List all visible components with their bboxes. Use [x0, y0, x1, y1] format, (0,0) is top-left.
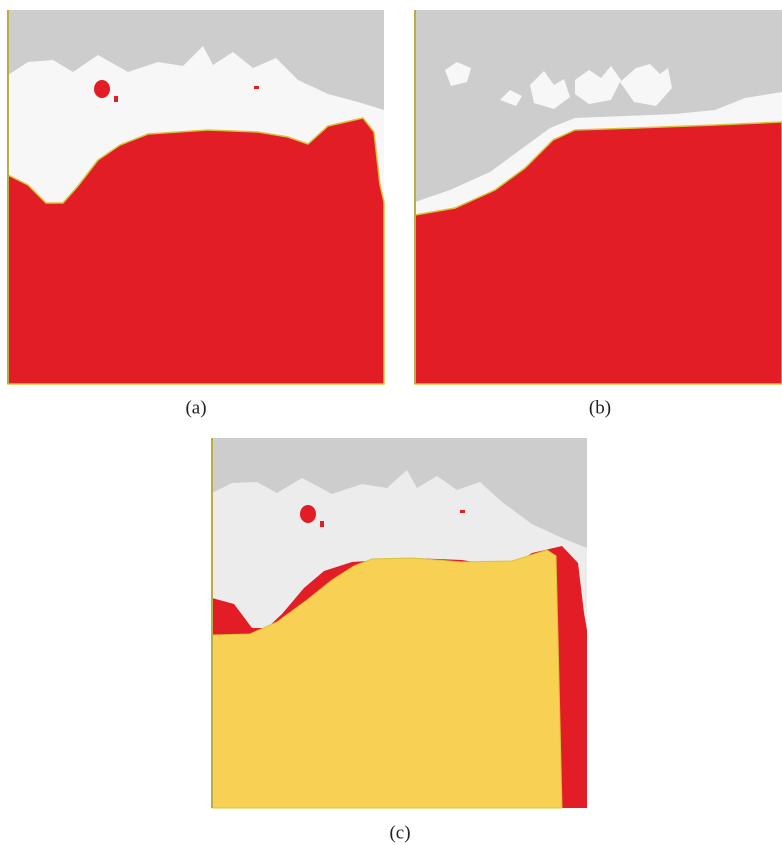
panel-label: (b) — [589, 397, 611, 418]
panel-a-image — [8, 10, 384, 384]
panel-label: (a) — [185, 397, 206, 418]
figure: (a) (b) (c) — [0, 0, 782, 845]
panel-b-image — [415, 10, 782, 384]
panel-label: (c) — [389, 822, 410, 843]
panel-c-image — [212, 438, 587, 808]
